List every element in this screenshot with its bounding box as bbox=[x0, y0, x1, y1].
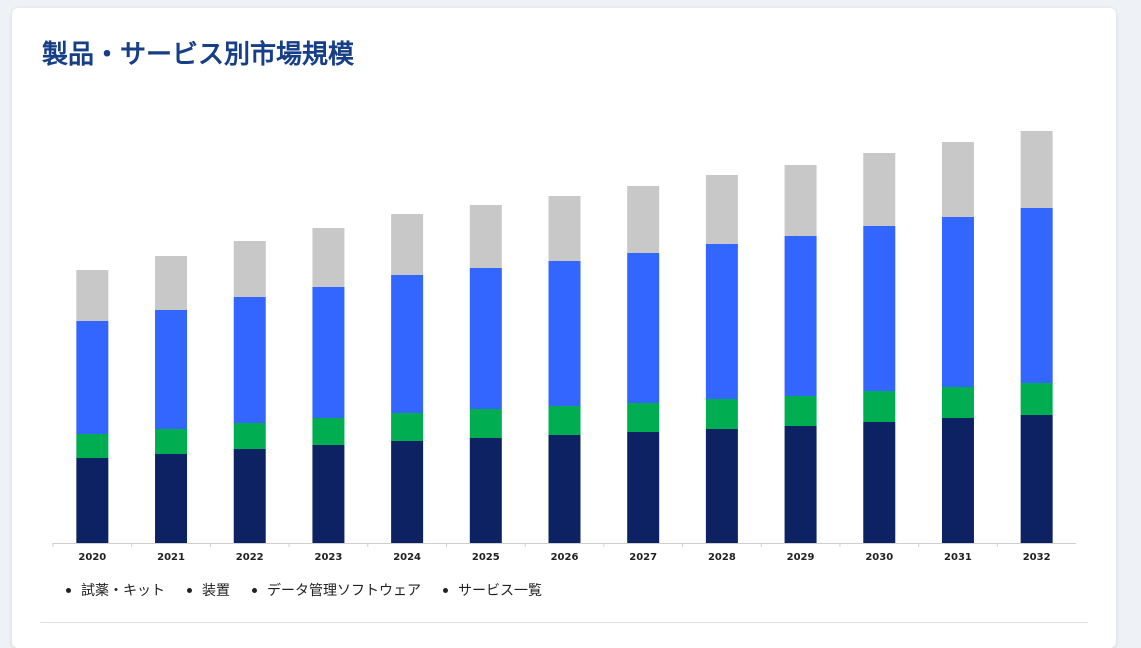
legend-item-instruments: 装置 bbox=[187, 580, 230, 600]
legend-label: 装置 bbox=[202, 583, 230, 599]
x-tick-label: 2024 bbox=[393, 552, 421, 563]
bar-segment-2023-0 bbox=[312, 445, 345, 543]
bar-segment-2027-3 bbox=[627, 186, 660, 253]
bar-segment-2021-2 bbox=[155, 310, 188, 429]
bar-segment-2024-0 bbox=[391, 441, 424, 543]
bar-segment-2024-2 bbox=[391, 275, 424, 413]
bar-segment-2031-0 bbox=[941, 418, 974, 543]
bar-segment-2020-3 bbox=[76, 270, 109, 321]
x-tick-label: 2031 bbox=[944, 552, 972, 563]
x-tick-label: 2030 bbox=[865, 552, 893, 563]
bar-segment-2026-1 bbox=[548, 406, 581, 435]
bar-segment-2020-0 bbox=[76, 458, 109, 543]
legend-item-reagents: 試薬・キット bbox=[66, 580, 165, 600]
bar-segment-2028-1 bbox=[705, 399, 738, 429]
stacked-bar-chart: 2020 2021 2022 2023 2024 2025 2026 2027 2028 2029… bbox=[52, 131, 1076, 563]
bar-segment-2030-2 bbox=[863, 226, 896, 391]
x-tick-label: 2028 bbox=[708, 552, 736, 563]
bullet-icon bbox=[252, 587, 257, 593]
bar-segment-2022-3 bbox=[233, 241, 266, 297]
legend-label: データ管理ソフトウェア bbox=[267, 583, 421, 599]
bar-segment-2023-3 bbox=[312, 228, 345, 287]
bar-segment-2026-3 bbox=[548, 196, 581, 261]
bar-segment-2026-0 bbox=[548, 435, 581, 543]
bar-segment-2024-3 bbox=[391, 214, 424, 275]
bar-segment-2021-1 bbox=[155, 429, 188, 454]
x-tick-label: 2022 bbox=[236, 552, 264, 563]
bar-segment-2028-3 bbox=[705, 175, 738, 244]
bar-segment-2025-2 bbox=[469, 268, 502, 409]
bar-segment-2029-2 bbox=[784, 236, 817, 396]
bar-segment-2026-2 bbox=[548, 261, 581, 406]
bar-segment-2021-0 bbox=[155, 454, 188, 543]
bar-segment-2032-1 bbox=[1020, 383, 1053, 415]
bar-segment-2028-0 bbox=[705, 429, 738, 543]
x-tick-label: 2021 bbox=[157, 552, 185, 563]
chart-legend: 試薬・キット 装置 データ管理ソフトウェア サービス一覧 bbox=[66, 580, 542, 600]
bar-segment-2020-2 bbox=[76, 321, 109, 434]
bullet-icon bbox=[66, 587, 71, 593]
x-tick-label: 2029 bbox=[787, 552, 815, 563]
bar-segment-2030-0 bbox=[863, 422, 896, 543]
bar-segment-2025-0 bbox=[469, 438, 502, 543]
bar-segment-2025-1 bbox=[469, 409, 502, 438]
x-tick-label: 2025 bbox=[472, 552, 500, 563]
bar-segment-2027-1 bbox=[627, 403, 660, 432]
bar-segment-2029-3 bbox=[784, 165, 817, 236]
x-tick-label: 2023 bbox=[315, 552, 343, 563]
bullet-icon bbox=[443, 587, 448, 593]
bar-segment-2032-3 bbox=[1020, 131, 1053, 208]
legend-label: サービス一覧 bbox=[458, 583, 542, 599]
x-tick-label: 2020 bbox=[78, 552, 106, 563]
x-tick-label: 2027 bbox=[629, 552, 657, 563]
bar-segment-2020-1 bbox=[76, 434, 109, 458]
bar-segment-2029-0 bbox=[784, 426, 817, 543]
bar-segment-2025-3 bbox=[469, 205, 502, 268]
bar-segment-2032-0 bbox=[1020, 415, 1053, 543]
legend-label: 試薬・キット bbox=[81, 583, 165, 599]
bar-segment-2027-2 bbox=[627, 253, 660, 403]
bar-segment-2029-1 bbox=[784, 396, 817, 426]
bar-segment-2022-0 bbox=[233, 449, 266, 543]
bar-segment-2030-1 bbox=[863, 391, 896, 422]
x-tick-label: 2026 bbox=[551, 552, 579, 563]
bar-segment-2024-1 bbox=[391, 413, 424, 441]
x-tick-label: 2032 bbox=[1023, 552, 1051, 563]
bar-segment-2022-2 bbox=[233, 297, 266, 423]
bar-segment-2031-2 bbox=[941, 217, 974, 387]
bar-segment-2027-0 bbox=[627, 432, 660, 543]
page-title: 製品・サービス別市場規模 bbox=[42, 40, 355, 70]
bar-segment-2022-1 bbox=[233, 423, 266, 449]
bar-segment-2030-3 bbox=[863, 153, 896, 226]
bar-segment-2023-2 bbox=[312, 287, 345, 418]
legend-item-services: サービス一覧 bbox=[443, 580, 542, 600]
bar-segment-2028-2 bbox=[705, 244, 738, 399]
bar-segment-2032-2 bbox=[1020, 208, 1053, 383]
bar-segment-2021-3 bbox=[155, 256, 188, 310]
bar-segment-2031-1 bbox=[941, 387, 974, 418]
bottom-divider bbox=[40, 622, 1088, 623]
legend-item-software: データ管理ソフトウェア bbox=[252, 580, 421, 600]
bar-segment-2023-1 bbox=[312, 418, 345, 445]
bullet-icon bbox=[187, 587, 192, 593]
bar-segment-2031-3 bbox=[941, 142, 974, 217]
